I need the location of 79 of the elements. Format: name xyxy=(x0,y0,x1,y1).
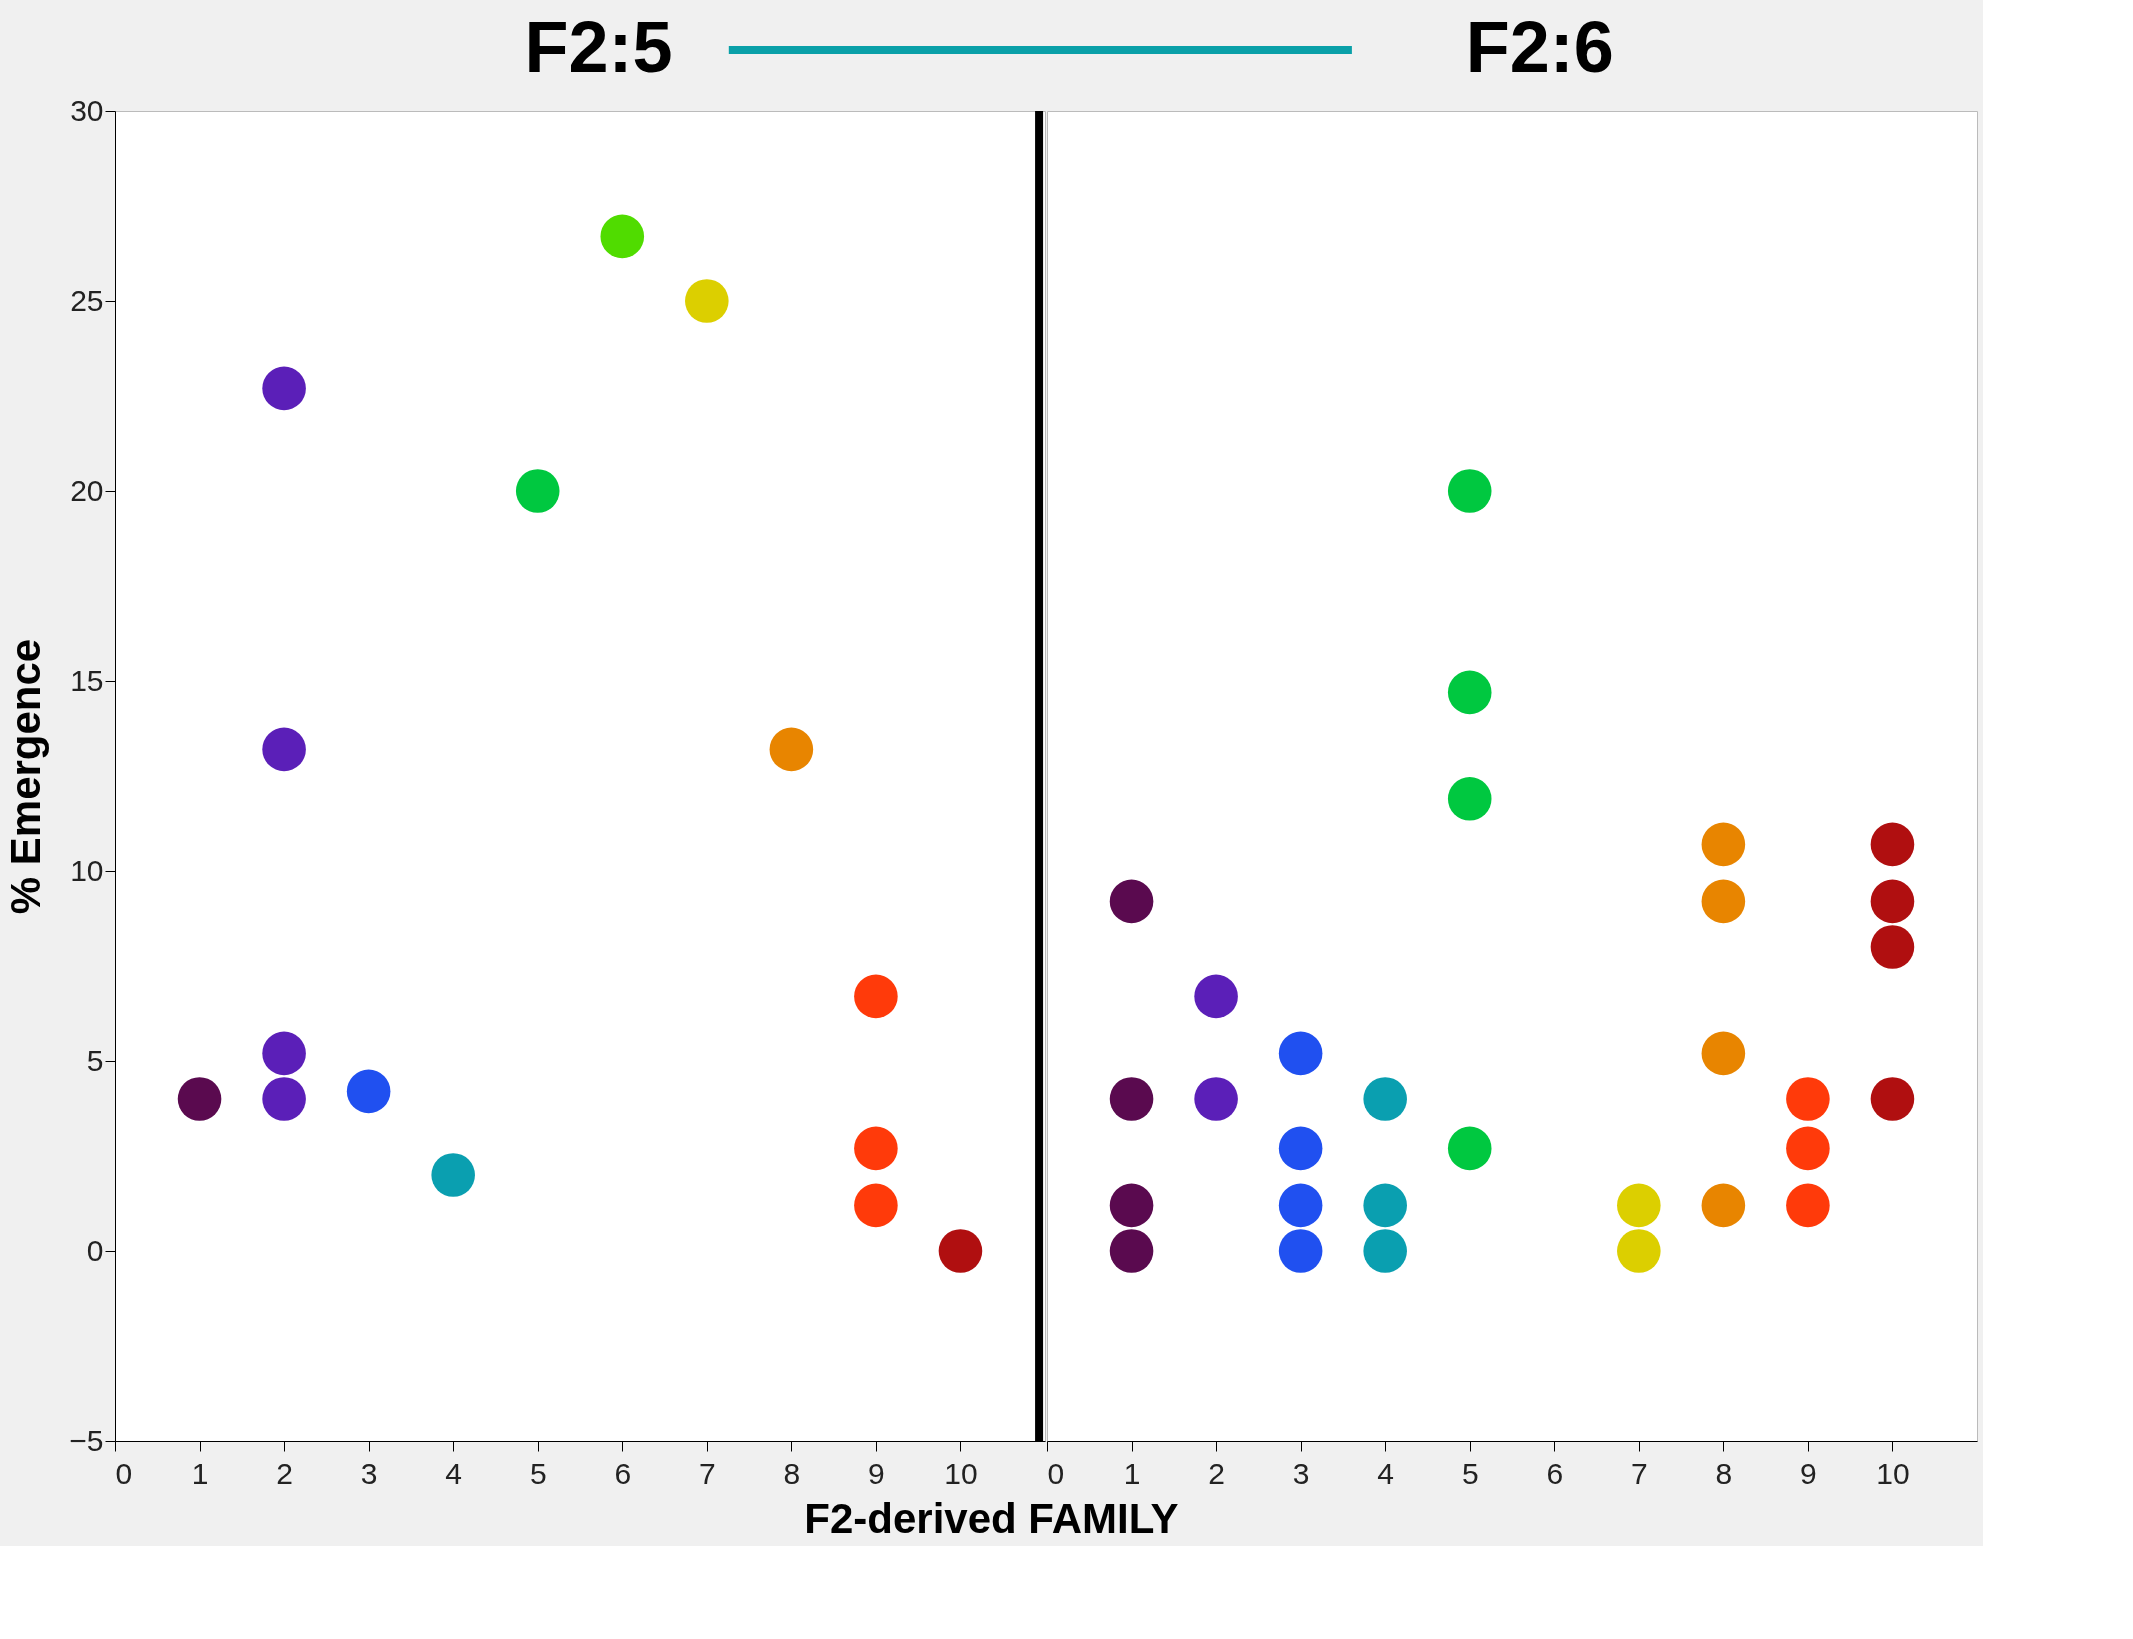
y-tick-label: 30 xyxy=(70,93,104,127)
point xyxy=(854,974,898,1019)
point xyxy=(1109,1077,1154,1121)
point xyxy=(346,1069,391,1114)
point xyxy=(1447,469,1492,513)
point xyxy=(769,727,814,772)
x-axis-title: F2-derived FAMILY xyxy=(804,1494,1179,1542)
y-tick-label: 0 xyxy=(86,1233,104,1267)
x-tick-label: 0 xyxy=(1047,1456,1065,1490)
point xyxy=(1870,822,1915,867)
point xyxy=(1194,1077,1238,1121)
point xyxy=(262,1031,306,1076)
point xyxy=(938,1229,983,1273)
point xyxy=(1109,1183,1154,1228)
y-tick-label: 5 xyxy=(86,1043,104,1077)
x-tick-label: 4 xyxy=(445,1456,463,1490)
point xyxy=(1701,1183,1746,1228)
point xyxy=(1786,1077,1830,1121)
x-tick-label: 5 xyxy=(529,1456,547,1490)
y-axis-title: % Emergence xyxy=(2,638,50,915)
point xyxy=(1447,1126,1492,1171)
point xyxy=(1870,925,1915,969)
x-tick-label: 10 xyxy=(944,1456,978,1490)
x-tick-label: 9 xyxy=(868,1456,885,1490)
y-tick-label: 25 xyxy=(70,283,104,317)
x-tick-label: 4 xyxy=(1377,1456,1395,1490)
point xyxy=(1701,1031,1746,1076)
point xyxy=(1109,879,1154,924)
point xyxy=(1363,1183,1407,1228)
y-tick-label: −5 xyxy=(69,1423,104,1457)
point xyxy=(685,279,729,323)
point xyxy=(1447,670,1492,715)
point xyxy=(1701,822,1746,867)
point xyxy=(1278,1031,1323,1076)
point xyxy=(854,1126,898,1171)
x-tick-label: 1 xyxy=(1123,1456,1141,1490)
x-tick-label: 7 xyxy=(698,1456,716,1490)
x-tick-label: 8 xyxy=(783,1456,801,1490)
point xyxy=(1447,777,1492,821)
y-tick-label: 15 xyxy=(70,663,104,697)
point xyxy=(262,1077,306,1121)
point xyxy=(1194,974,1238,1019)
point xyxy=(262,366,306,411)
point xyxy=(1363,1077,1407,1121)
x-tick-label: 0 xyxy=(115,1456,133,1490)
x-tick-label: 2 xyxy=(276,1456,293,1490)
y-tick-label: 10 xyxy=(70,853,104,887)
x-tick-label: 7 xyxy=(1630,1456,1648,1490)
point xyxy=(1278,1229,1323,1273)
point xyxy=(1701,879,1746,924)
point xyxy=(1617,1183,1661,1228)
x-tick-label: 6 xyxy=(1546,1456,1564,1490)
x-tick-label: 6 xyxy=(614,1456,632,1490)
chart-title: F2:6 xyxy=(1465,7,1614,87)
point xyxy=(854,1183,898,1228)
point xyxy=(1278,1183,1323,1228)
point xyxy=(177,1077,222,1121)
point xyxy=(262,727,306,772)
x-tick-label: 3 xyxy=(360,1456,378,1490)
x-tick-label: 9 xyxy=(1800,1456,1817,1490)
point xyxy=(600,214,645,259)
point xyxy=(1617,1229,1661,1273)
point xyxy=(1109,1229,1154,1273)
x-tick-label: 3 xyxy=(1292,1456,1310,1490)
point xyxy=(431,1153,475,1197)
point xyxy=(1786,1126,1830,1171)
point xyxy=(1278,1126,1323,1171)
x-tick-label: 10 xyxy=(1876,1456,1910,1490)
point xyxy=(1363,1229,1407,1273)
y-tick-label: 20 xyxy=(70,473,104,507)
point xyxy=(1870,879,1915,924)
chart-title: F2:5 xyxy=(524,7,673,87)
x-tick-label: 1 xyxy=(191,1456,209,1490)
point xyxy=(1870,1077,1915,1121)
x-tick-label: 5 xyxy=(1461,1456,1479,1490)
point xyxy=(515,469,560,513)
point xyxy=(1786,1183,1830,1228)
x-tick-label: 2 xyxy=(1208,1456,1225,1490)
x-tick-label: 8 xyxy=(1715,1456,1733,1490)
